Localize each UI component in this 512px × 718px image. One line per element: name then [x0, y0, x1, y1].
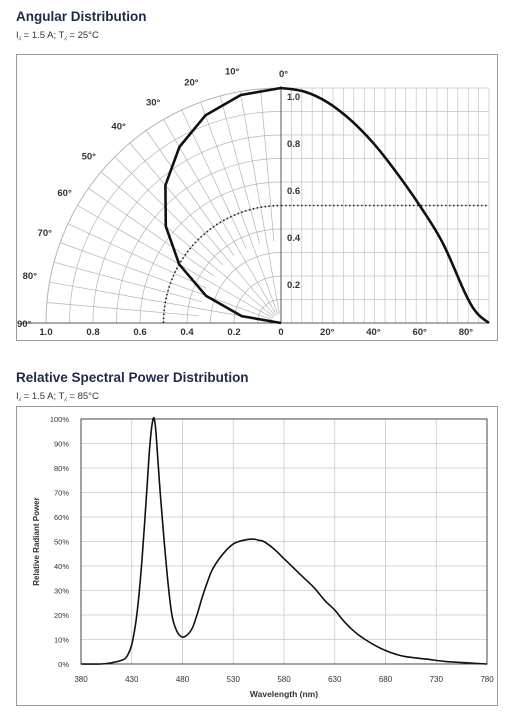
angle-label: 70°	[38, 228, 53, 239]
y-tick-label: 20%	[54, 611, 69, 620]
polar-grid-ring	[210, 252, 282, 324]
x-tick-label: 20°	[320, 327, 335, 338]
x-tick-label: 430	[125, 675, 139, 684]
radial-tick-label: 0.6	[287, 186, 300, 197]
plot-frame	[80, 418, 488, 665]
angle-label: 0°	[279, 69, 288, 80]
x-tick-label: 0.4	[180, 327, 194, 338]
angle-label: 50°	[82, 151, 97, 162]
cartesian-intensity-curve	[280, 86, 490, 325]
polar-intensity-curve	[164, 86, 282, 325]
polar-grid-spoke	[129, 142, 276, 317]
angle-label: 20°	[184, 78, 199, 89]
x-tick-label: 530	[227, 675, 241, 684]
reference-level-arc	[162, 204, 282, 324]
y-tick-label: 40%	[54, 562, 69, 571]
x-tick-label: 0.2	[227, 327, 240, 338]
spectral-conditions: I⁁ = 1.5 A; T⁁ = 85°C	[16, 391, 99, 402]
polar-grid-spoke	[77, 205, 274, 319]
x-tick-label: 0.6	[133, 327, 146, 338]
polar-grid-spoke	[67, 223, 207, 289]
polar-grid-spoke	[114, 156, 224, 266]
angular-title: Angular Distribution	[16, 9, 147, 24]
polar-grid-spoke	[239, 91, 280, 314]
polar-grid-spoke	[53, 261, 202, 303]
angular-conditions: I⁁ = 1.5 A; T⁁ = 25°C	[16, 30, 99, 41]
polar-grid-spoke	[163, 119, 277, 316]
x-tick-label: 60°	[412, 327, 427, 338]
polar-grid-spoke	[200, 102, 279, 315]
x-tick-label: 40°	[366, 327, 381, 338]
angle-label: 80°	[23, 271, 38, 282]
polar-grid-spoke	[60, 242, 273, 321]
polar-grid-spoke	[100, 171, 275, 318]
angle-label: 10°	[225, 67, 240, 78]
angle-label: 40°	[111, 122, 126, 133]
angle-label: 30°	[146, 97, 161, 108]
x-tick-label: 0.8	[86, 327, 99, 338]
y-tick-label: 50%	[54, 538, 69, 547]
y-tick-label: 30%	[54, 587, 69, 596]
spectral-curve	[80, 416, 488, 665]
x-tick-label: 80°	[459, 327, 474, 338]
y-tick-label: 100%	[50, 415, 70, 424]
angle-label: 90°	[17, 319, 32, 330]
polar-grid-spoke	[49, 281, 272, 322]
y-tick-label: 70%	[54, 489, 69, 498]
spectral-title: Relative Spectral Power Distribution	[16, 370, 249, 385]
y-tick-label: 0%	[58, 660, 69, 669]
x-tick-label: 0	[278, 327, 283, 338]
y-tick-label: 10%	[54, 636, 69, 645]
x-tick-label: 780	[480, 675, 494, 684]
x-tick-label: 1.0	[39, 327, 52, 338]
angular-chart: 0° 10° 20° 30° 40° 50° 60° 70° 80° 90° 1.0 0.8 0.6 0.…	[16, 54, 498, 341]
y-tick-label: 90%	[54, 440, 69, 449]
y-tick-label: 80%	[54, 464, 69, 473]
x-tick-label: 580	[277, 675, 291, 684]
radial-tick-label: 0.4	[287, 233, 301, 244]
angle-label: 60°	[57, 188, 72, 199]
radial-tick-label: 0.8	[287, 139, 300, 150]
x-axis-label: Wavelength (nm)	[250, 689, 318, 699]
x-tick-label: 630	[328, 675, 342, 684]
polar-grid-spoke	[46, 302, 200, 317]
polar-grid-spoke	[145, 130, 235, 256]
polar-grid-spoke	[219, 95, 261, 244]
x-tick-label: 380	[74, 675, 88, 684]
x-tick-label: 480	[176, 675, 190, 684]
polar-grid-spoke	[88, 187, 214, 277]
x-tick-label: 680	[379, 675, 393, 684]
spectral-chart: 380 430 480 530 580 630 680 730 780 0% 10% 20% 30% 40…	[16, 406, 498, 706]
y-axis-label: Relative Radiant Power	[32, 497, 41, 585]
x-tick-label: 730	[430, 675, 444, 684]
y-tick-label: 60%	[54, 513, 69, 522]
radial-tick-label: 1.0	[287, 92, 300, 103]
radial-tick-label: 0.2	[287, 280, 300, 291]
polar-grid-spoke	[260, 88, 275, 242]
